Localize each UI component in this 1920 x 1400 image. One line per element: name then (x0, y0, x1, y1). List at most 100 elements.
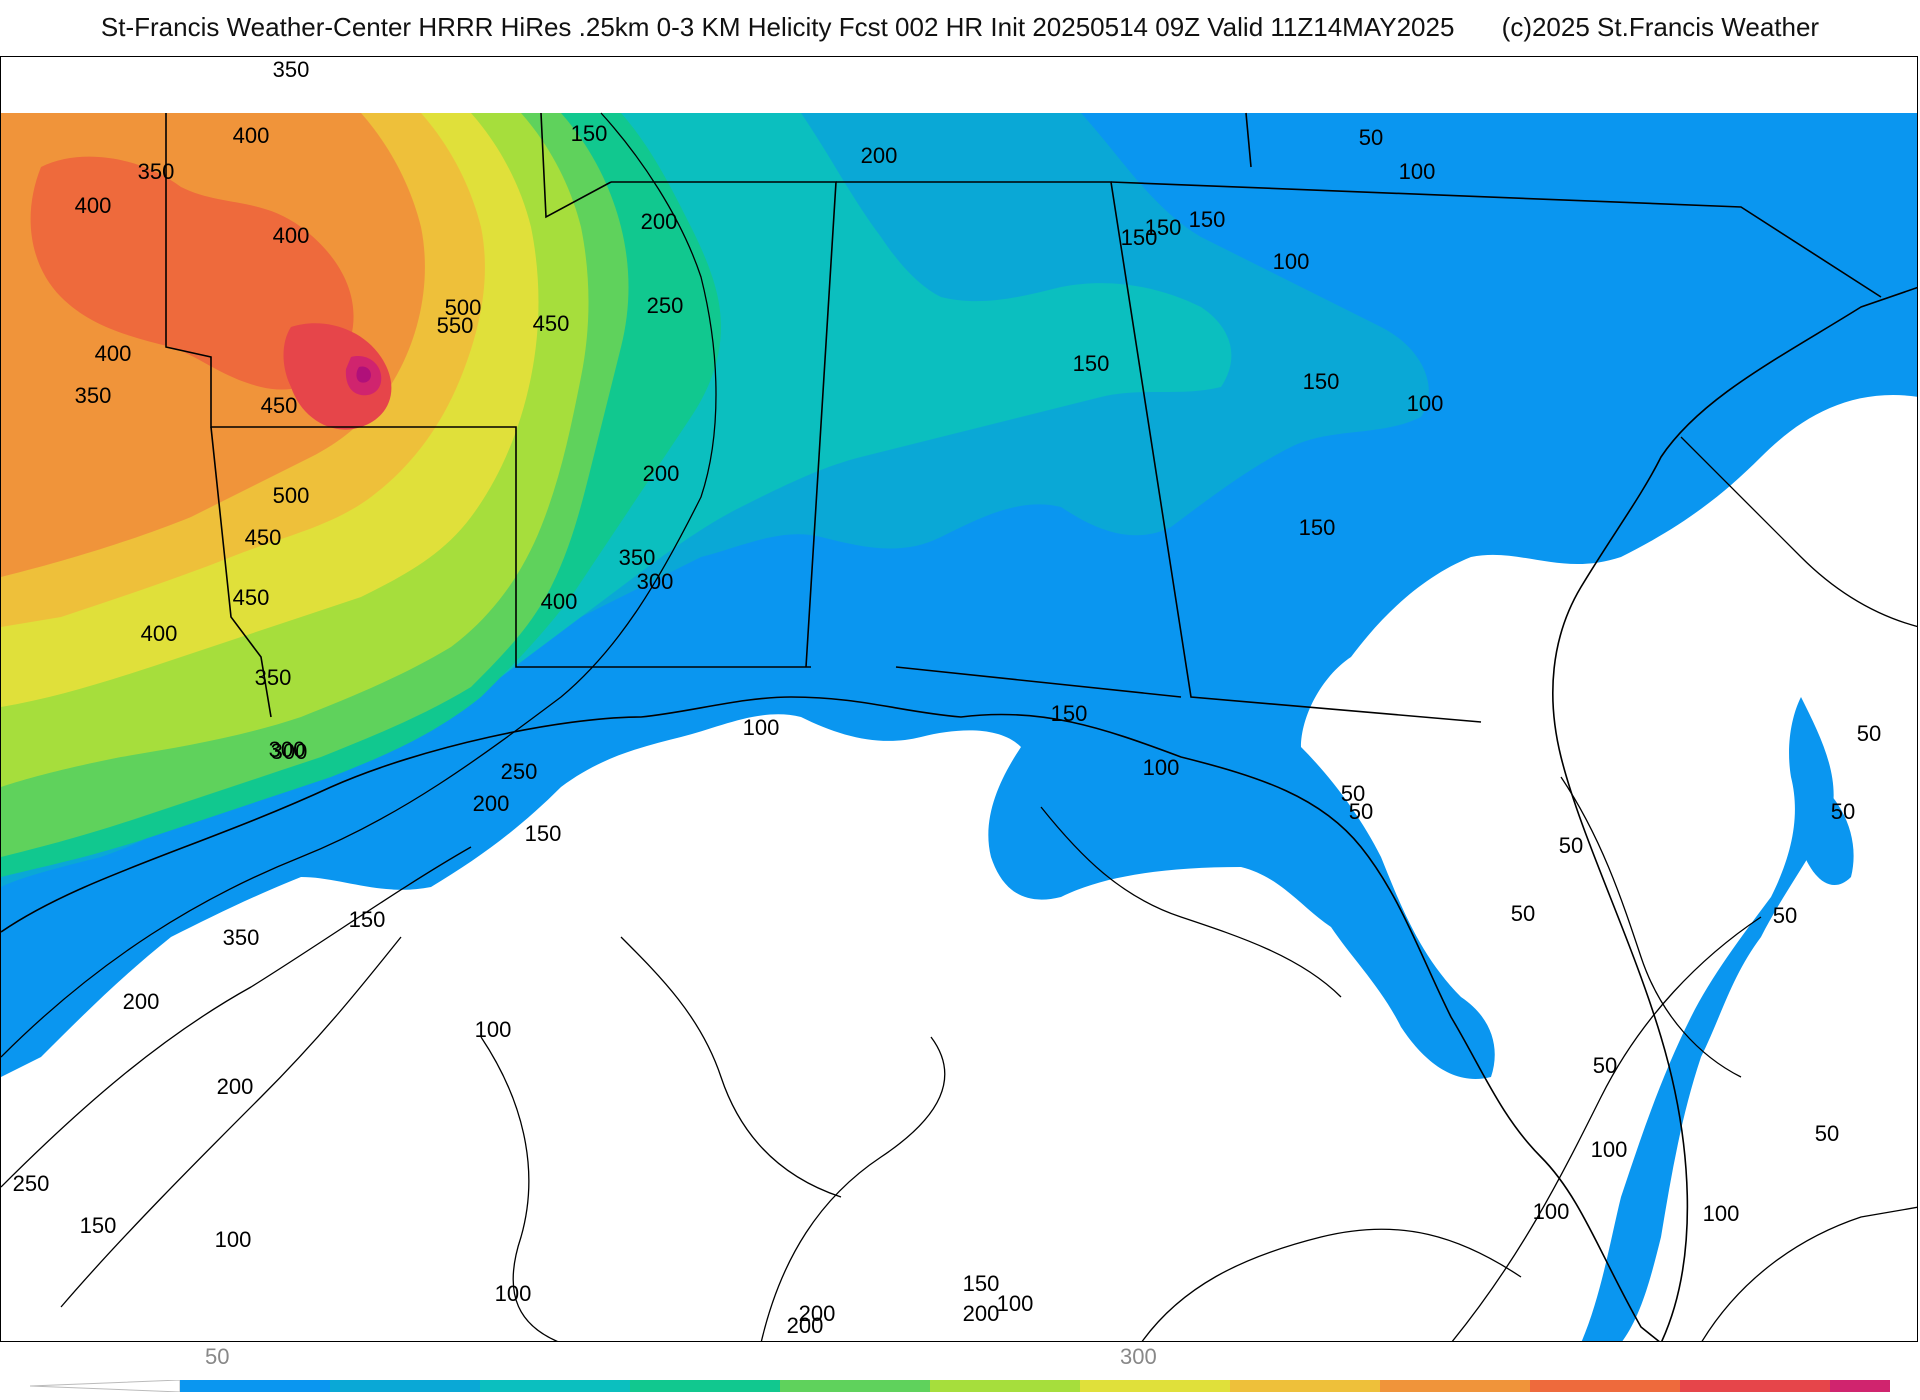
contour-label: 500 (273, 483, 310, 508)
contour-label: 50 (1559, 833, 1583, 858)
contour-label: 100 (1143, 755, 1180, 780)
contour-label: 450 (261, 393, 298, 418)
colorbar-segment-500 (1530, 1380, 1680, 1392)
contour-label: 300 (271, 739, 308, 764)
contour-label: 50 (1341, 781, 1365, 806)
contour-label: 150 (1073, 351, 1110, 376)
contour-label: 100 (1273, 249, 1310, 274)
contour-label: 450 (245, 525, 282, 550)
contour-label: 100 (215, 1227, 252, 1252)
state-border (1110, 181, 1882, 298)
contour-label: 150 (1189, 207, 1226, 232)
helicity-contour-line (480, 1036, 559, 1341)
contour-label: 400 (75, 193, 112, 218)
colorbar-segment-550 (1680, 1380, 1830, 1392)
contour-label: 400 (233, 123, 270, 148)
colorbar-segment-150 (480, 1380, 630, 1392)
contour-label: 50 (1359, 125, 1383, 150)
helicity-contour-line (1701, 1206, 1917, 1341)
contour-label: 50 (1773, 903, 1797, 928)
contour-label: 50 (1815, 1121, 1839, 1146)
contour-label: 150 (1145, 215, 1182, 240)
helicity-fill-50-region (1581, 697, 1834, 1341)
helicity-contour-line (1, 846, 472, 1188)
contour-label: 200 (787, 1313, 824, 1338)
map-panel[interactable]: 350 400 350 400 400 500 550 450 400 350 450 500 450 4… (0, 56, 1918, 1342)
contour-label: 200 (963, 1301, 1000, 1326)
colorbar-low-extension (30, 1380, 181, 1392)
contour-label: 200 (641, 209, 678, 234)
contour-label: 250 (13, 1171, 50, 1196)
helicity-contour-line (760, 1036, 946, 1341)
contour-label: 150 (571, 121, 608, 146)
state-border (540, 112, 612, 219)
contour-label: 400 (273, 223, 310, 248)
contour-label: 100 (1591, 1137, 1628, 1162)
contour-label: 100 (1399, 159, 1436, 184)
contour-label: 50 (1593, 1053, 1617, 1078)
contour-label: 150 (1121, 225, 1158, 250)
helicity-contour-line (1, 112, 717, 1058)
contour-label: 200 (217, 1074, 254, 1099)
contour-label: 200 (123, 989, 160, 1014)
colorbar-segment-600 (1830, 1380, 1890, 1392)
contour-label: 150 (1303, 369, 1340, 394)
helicity-contour-line (60, 936, 402, 1308)
contour-label: 100 (1703, 1201, 1740, 1226)
helicity-contour-line (1560, 776, 1742, 1078)
contour-label: 200 (643, 461, 680, 486)
helicity-contour-line (1040, 806, 1342, 998)
contour-label: 400 (95, 341, 132, 366)
contour-label: 50 (1831, 799, 1855, 824)
contour-label: 400 (141, 621, 178, 646)
contour-label: 350 (138, 159, 175, 184)
contour-label: 250 (501, 759, 538, 784)
contour-label: 50 (1511, 901, 1535, 926)
colorbar-segment-250 (780, 1380, 930, 1392)
colorbar-segment-300 (930, 1380, 1080, 1392)
state-border (895, 666, 1182, 698)
map-title: St-Francis Weather-Center HRRR HiRes .25… (0, 12, 1920, 43)
contour-label: 50 (1857, 721, 1881, 746)
colorbar-segment-400 (1230, 1380, 1380, 1392)
contour-label: 400 (541, 589, 578, 614)
contour-label: 100 (1407, 391, 1444, 416)
helicity-contour-line (1141, 1228, 1522, 1341)
colorbar-segment-350 (1080, 1380, 1230, 1392)
title-text: St-Francis Weather-Center HRRR HiRes .25… (100, 12, 1455, 42)
colorbar-segment-200 (630, 1380, 780, 1392)
contour-label: 500 (445, 295, 482, 320)
geography-layer (1, 112, 1917, 1341)
contour-label: 350 (619, 545, 656, 570)
contour-label: 550 (437, 313, 474, 338)
state-border (836, 181, 1482, 723)
contour-label: 150 (80, 1213, 117, 1238)
contour-label: 450 (533, 311, 570, 336)
helicity-fill-50-region (1799, 777, 1854, 886)
helicity-contour-layer (1, 112, 1917, 1341)
contour-label: 100 (743, 715, 780, 740)
helicity-contour-line (620, 936, 842, 1198)
contour-label: 100 (997, 1291, 1034, 1316)
state-border (1245, 112, 1252, 168)
east-coastline (1552, 286, 1917, 1341)
helicity-fill-650-region (356, 366, 371, 383)
contour-label: 450 (233, 585, 270, 610)
contour-label: 100 (475, 1017, 512, 1042)
contour-label: 350 (75, 383, 112, 408)
contour-label: 150 (963, 1271, 1000, 1296)
gulf-coastline (1, 696, 1660, 1341)
contour-label: 150 (349, 907, 386, 932)
color-scale-bar (30, 1380, 1890, 1392)
contour-label: 200 (861, 143, 898, 168)
helicity-contour-line (1680, 436, 1917, 628)
copyright-text: (c)2025 St.Francis Weather (1501, 12, 1820, 42)
contour-label: 350 (223, 925, 260, 950)
contour-label: 300 (637, 569, 674, 594)
colorbar-segment-100 (330, 1380, 480, 1392)
contour-label: 100 (495, 1281, 532, 1306)
contour-label: 300 (269, 737, 306, 762)
contour-label: 50 (1349, 799, 1373, 824)
